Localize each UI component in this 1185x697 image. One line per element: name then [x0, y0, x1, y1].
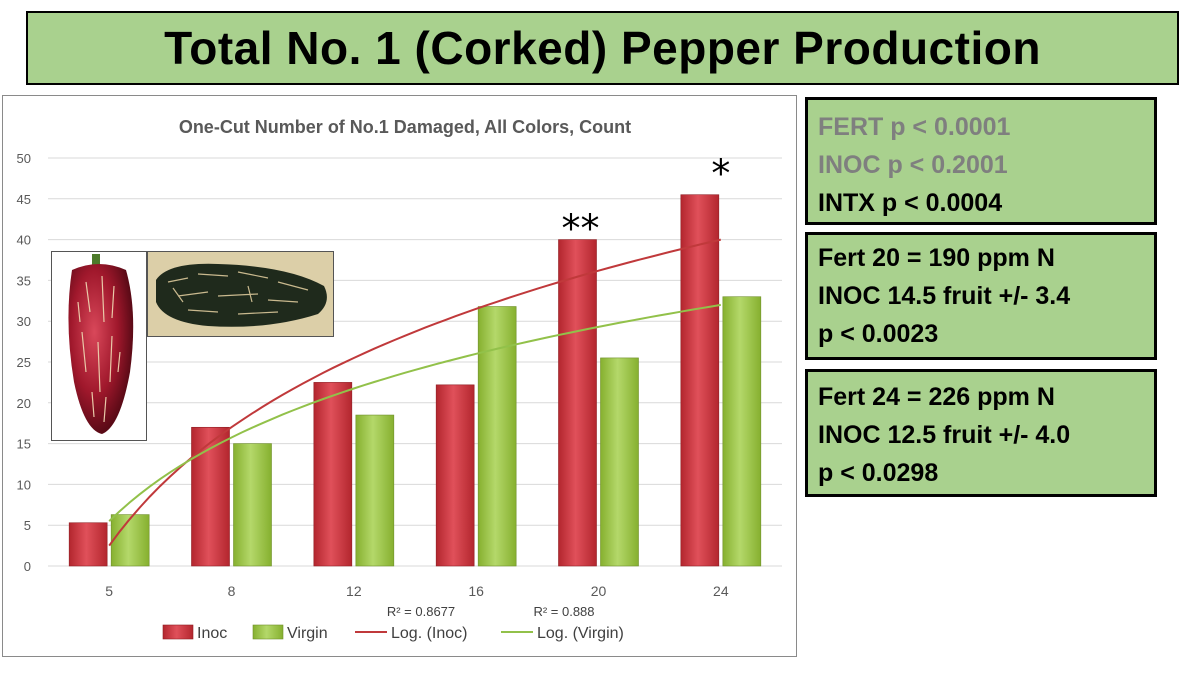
bar-inoc — [313, 382, 353, 567]
bar-inoc — [558, 239, 597, 567]
y-tick-label: 10 — [17, 477, 31, 492]
bar-virgin — [722, 296, 762, 567]
bar-inoc — [191, 426, 230, 567]
bar-virgin — [355, 414, 395, 567]
legend-label: Log. (Virgin) — [537, 625, 624, 642]
stats-box-fert20: Fert 20 = 190 ppm N INOC 14.5 fruit +/- … — [805, 232, 1157, 360]
page-title: Total No. 1 (Corked) Pepper Production — [164, 22, 1041, 74]
stats-box-anova: FERT p < 0.0001 INOC p < 0.2001 INTX p <… — [805, 97, 1157, 225]
red-pepper-photo — [51, 251, 147, 441]
y-tick-label: 45 — [17, 192, 31, 207]
y-tick-label: 20 — [17, 396, 31, 411]
x-tick-label: 8 — [228, 583, 236, 599]
y-tick-label: 40 — [17, 233, 31, 248]
bar-inoc — [435, 384, 475, 567]
fert20-label: Fert 20 = 190 ppm N — [818, 244, 1055, 272]
x-tick-label: 12 — [346, 583, 362, 599]
inoc-pvalue: INOC p < 0.2001 — [818, 151, 1008, 179]
bar-inoc — [680, 194, 720, 567]
r2-label: R² = 0.888 — [533, 604, 594, 619]
fert24-inoc: INOC 12.5 fruit +/- 4.0 — [818, 421, 1071, 449]
chart-svg: One-Cut Number of No.1 Damaged, All Colo… — [17, 117, 782, 642]
x-tick-label: 16 — [468, 583, 484, 599]
chart-title: One-Cut Number of No.1 Damaged, All Colo… — [179, 117, 631, 137]
red-pepper-icon — [68, 254, 134, 434]
title-banner: Total No. 1 (Corked) Pepper Production — [26, 11, 1179, 85]
y-tick-label: 50 — [17, 151, 31, 166]
y-tick-label: 5 — [24, 518, 31, 533]
fert20-inoc: INOC 14.5 fruit +/- 3.4 — [818, 282, 1071, 310]
x-tick-label: 20 — [591, 583, 607, 599]
chart-frame: One-Cut Number of No.1 Damaged, All Colo… — [2, 95, 797, 657]
trendline-virgin — [108, 303, 721, 522]
x-tick-label: 24 — [713, 583, 729, 599]
legend-swatch — [162, 624, 194, 640]
stats-box-fert24: Fert 24 = 226 ppm N INOC 12.5 fruit +/- … — [805, 369, 1157, 497]
y-tick-label: 15 — [17, 437, 31, 452]
y-tick-label: 35 — [17, 273, 31, 288]
x-tick-label: 5 — [105, 583, 113, 599]
significance-marker: * — [711, 152, 730, 196]
trendline-inoc — [108, 238, 722, 547]
green-pepper-icon — [148, 252, 333, 336]
y-tick-label: 25 — [17, 355, 31, 370]
bar-inoc — [68, 522, 108, 567]
fert-pvalue: FERT p < 0.0001 — [818, 113, 1011, 141]
bar-virgin — [600, 357, 639, 567]
bar-virgin — [110, 514, 150, 567]
fert20-pvalue: p < 0.0023 — [818, 320, 939, 348]
y-tick-label: 0 — [24, 559, 31, 574]
significance-marker: ** — [562, 207, 600, 251]
legend-swatch — [252, 624, 284, 640]
legend-label: Inoc — [197, 625, 227, 642]
r2-label: R² = 0.8677 — [387, 604, 455, 619]
legend-label: Virgin — [287, 625, 328, 642]
y-tick-label: 30 — [17, 314, 31, 329]
fert24-label: Fert 24 = 226 ppm N — [818, 383, 1055, 411]
fert24-pvalue: p < 0.0298 — [818, 459, 939, 487]
intx-pvalue: INTX p < 0.0004 — [818, 189, 1003, 217]
legend-label: Log. (Inoc) — [391, 625, 467, 642]
green-pepper-photo — [147, 251, 334, 337]
bar-virgin — [233, 443, 272, 567]
